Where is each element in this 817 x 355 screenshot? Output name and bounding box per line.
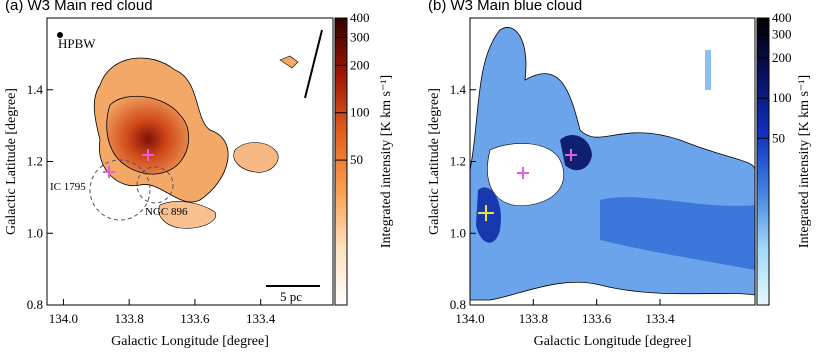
- colorbar: [756, 17, 770, 306]
- y-tick-label: 0.8: [450, 297, 466, 312]
- scale-label: 5 pc: [280, 289, 302, 304]
- x-axis-label: Galactic Longitude [degree]: [534, 334, 692, 349]
- y-tick-label: 1.4: [450, 82, 467, 97]
- colorbar-tick-label: 300: [350, 30, 370, 45]
- x-tick-label: 133.8: [115, 311, 144, 326]
- colorbar-tick-label: 50: [772, 130, 785, 145]
- y-tick-label: 1.2: [450, 154, 466, 169]
- colorbar: [334, 17, 348, 306]
- colorbar-label: Integrated intensity [K km s⁻¹]: [379, 75, 394, 248]
- red-emission: [57, 29, 323, 287]
- colorbar-tick-label: 100: [350, 105, 370, 120]
- y-tick-label: 1.0: [450, 225, 466, 240]
- colorbar-tick-label: 400: [772, 10, 792, 25]
- x-tick-label: 133.4: [645, 311, 675, 326]
- hpbw-label: HPBW: [58, 36, 96, 51]
- ngc896-label: NGC 896: [145, 206, 188, 218]
- x-tick-label: 134.0: [455, 311, 484, 326]
- x-axis-label: Galactic Longitude [degree]: [111, 334, 269, 349]
- x-tick-label: 133.6: [582, 311, 612, 326]
- blue-emission: [469, 27, 756, 301]
- colorbar-label: Integrated intensity [K km s⁻¹]: [797, 75, 812, 248]
- ic1795-label: IC 1795: [50, 181, 86, 193]
- x-tick-label: 133.6: [180, 311, 210, 326]
- y-tick-label: 1.4: [27, 82, 44, 97]
- y-axis-label: Galactic Latitude [degree]: [4, 88, 19, 235]
- colorbar-tick-label: 200: [350, 57, 370, 72]
- y-tick-label: 0.8: [27, 297, 43, 312]
- panel-title: (b) W3 Main blue cloud: [428, 0, 582, 14]
- colorbar-tick-label: 200: [772, 50, 792, 65]
- x-tick-label: 133.4: [246, 311, 276, 326]
- y-axis-label: Galactic Latitude [degree]: [427, 88, 442, 235]
- colorbar-tick-label: 50: [350, 152, 363, 167]
- colorbar-tick-label: 400: [350, 10, 370, 25]
- colorbar-tick-label: 300: [772, 27, 792, 42]
- panel-title: (a) W3 Main red cloud: [5, 0, 153, 14]
- y-tick-label: 1.0: [27, 225, 43, 240]
- x-tick-label: 133.8: [519, 311, 548, 326]
- colorbar-tick-label: 100: [772, 90, 792, 105]
- x-tick-label: 134.0: [49, 311, 78, 326]
- y-tick-label: 1.2: [27, 154, 43, 169]
